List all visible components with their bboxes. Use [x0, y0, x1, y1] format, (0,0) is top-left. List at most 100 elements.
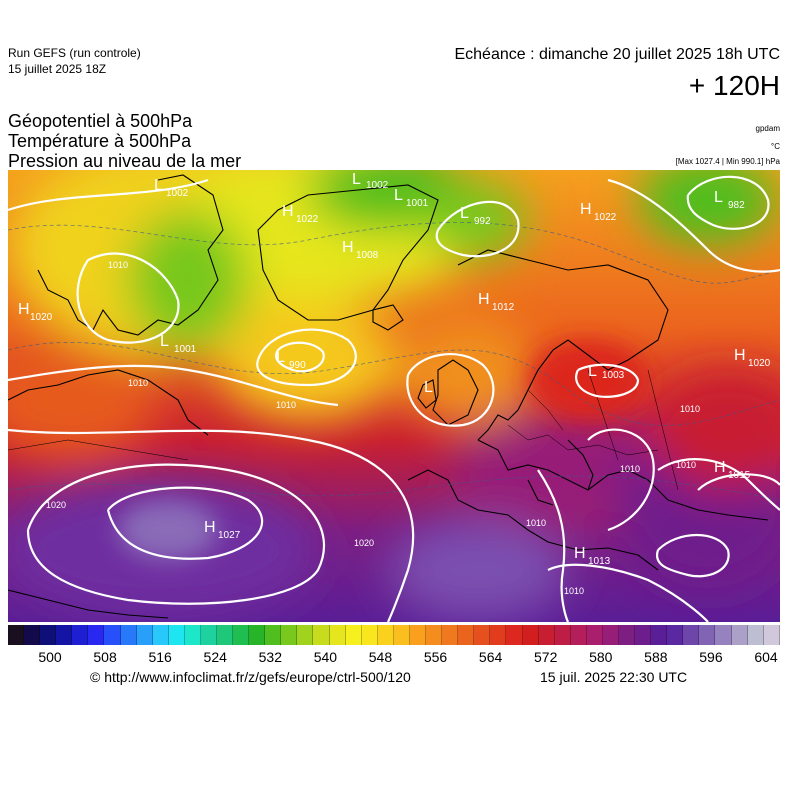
scale-cell: [490, 625, 507, 645]
scale-tick-label: 588: [644, 649, 668, 665]
scale-cell: [635, 625, 652, 645]
high-value: 1008: [356, 250, 379, 261]
low-value: 990: [289, 360, 306, 371]
isobar-label: 1010: [276, 400, 296, 410]
scale-cell: [586, 625, 603, 645]
low-label: L: [394, 187, 403, 204]
weather-map: H 1020 H 1022 H 1008 H 1012 H 1022 H 102…: [8, 170, 780, 622]
isobar-label: 1010: [564, 586, 584, 596]
scale-cell: [265, 625, 282, 645]
scale-cell: [731, 625, 748, 645]
scale-cell: [152, 625, 169, 645]
copyright-url: © http://www.infoclimat.fr/z/gefs/europe…: [90, 669, 411, 685]
scale-tick-label: 580: [589, 649, 613, 665]
scale-cell: [522, 625, 539, 645]
generated-time: 15 juil. 2025 22:30 UTC: [540, 669, 688, 685]
run-date: 15 juillet 2025 18Z: [8, 62, 107, 76]
scale-tick-label: 596: [699, 649, 723, 665]
low-label: L: [588, 363, 597, 380]
scale-cell: [763, 625, 780, 645]
low-value: 1001: [174, 344, 197, 355]
scale-cell: [618, 625, 636, 645]
scale-cell: [297, 625, 314, 645]
high-label: H: [282, 203, 294, 220]
low-value: 1002: [366, 180, 389, 191]
title-pressure: Pression au niveau de la mer: [8, 151, 242, 171]
scale-cell: [409, 625, 427, 645]
isobar-label: 1020: [46, 500, 66, 510]
scale-cell: [313, 625, 330, 645]
scale-cell: [329, 625, 346, 645]
isobar-label: 1020: [354, 538, 374, 548]
high-value: 1022: [594, 212, 617, 223]
high-value: 1013: [588, 556, 611, 567]
scale-cell: [136, 625, 153, 645]
scale-cell: [602, 625, 619, 645]
isobar-label: 1010: [676, 460, 696, 470]
unit-celsius: °C: [771, 142, 780, 151]
scale-tick-label: 564: [478, 649, 503, 665]
lead-time: + 120H: [688, 70, 780, 101]
low-value: 992: [474, 216, 491, 227]
scale-tick-label: 572: [534, 649, 558, 665]
high-value: 1020: [30, 312, 53, 323]
scale-cell: [442, 625, 459, 645]
high-label: H: [714, 459, 726, 476]
scale-cell: [361, 625, 378, 645]
low-label: L: [276, 349, 285, 366]
scale-tick-label: 508: [93, 649, 117, 665]
scale-cell: [538, 625, 555, 645]
high-label: H: [574, 545, 586, 562]
scale-cell: [715, 625, 732, 645]
low-label: L: [352, 171, 361, 188]
pressure-range: [Max 1027.4 | Min 990.1] hPa: [675, 157, 780, 166]
isobar-label: 1010: [128, 378, 148, 388]
high-label: H: [204, 519, 216, 536]
scale-cell: [474, 625, 491, 645]
high-value: 1022: [296, 214, 319, 225]
high-label: H: [478, 291, 490, 308]
scale-tick-label: 524: [203, 649, 227, 665]
scale-cell: [345, 625, 362, 645]
low-label: L: [714, 189, 723, 206]
echeance-label: Echéance : dimanche 20 juillet 2025 18h …: [454, 46, 780, 63]
scale-tick-label: 556: [423, 649, 448, 665]
low-value: 1002: [166, 188, 189, 199]
color-scale: [8, 625, 780, 645]
scale-cell: [40, 625, 57, 645]
run-name: Run GEFS (run controle): [8, 46, 141, 60]
scale-cell: [217, 625, 234, 645]
scale-cell: [554, 625, 571, 645]
high-label: H: [734, 347, 746, 364]
scale-cell: [168, 625, 185, 645]
scale-cell: [699, 625, 716, 645]
scale-cell: [88, 625, 105, 645]
high-label: H: [580, 201, 592, 218]
scale-cell: [200, 625, 218, 645]
scale-cell: [72, 625, 89, 645]
isobar-label: 1010: [108, 260, 128, 270]
scale-cell: [667, 625, 684, 645]
scale-cell: [104, 625, 121, 645]
title-geopotential: Géopotentiel à 500hPa: [8, 111, 193, 131]
scale-cell: [458, 625, 475, 645]
scale-tick-label: 516: [148, 649, 172, 665]
isobar-label: 1010: [526, 518, 546, 528]
low-label: L: [460, 205, 469, 222]
scale-cell: [8, 625, 25, 645]
high-value: 1015: [728, 470, 751, 481]
scale-cell: [249, 625, 266, 645]
title-temperature: Température à 500hPa: [8, 131, 192, 151]
scale-ticks: 500 508 516 524 532 540 548 556 564 572 580 588 596 6…: [8, 649, 780, 665]
low-value: 982: [728, 200, 745, 211]
unit-gpdam: gpdam: [755, 124, 780, 133]
scale-cell: [184, 625, 201, 645]
high-value: 1012: [492, 302, 515, 313]
scale-tick-label: 548: [368, 649, 393, 665]
high-value: 1027: [218, 530, 241, 541]
low-label: L: [160, 333, 169, 350]
scale-tick-label: 540: [313, 649, 338, 665]
high-value: 1020: [748, 358, 771, 369]
scale-tick-label: 532: [258, 649, 282, 665]
low-label: L: [154, 177, 163, 194]
